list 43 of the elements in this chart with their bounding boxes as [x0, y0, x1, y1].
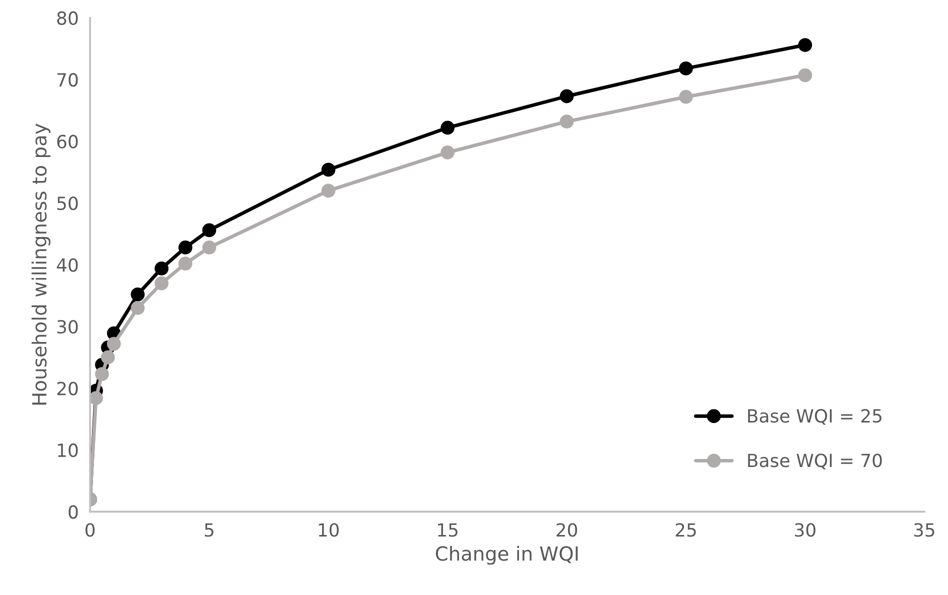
- y-tick-label: 0: [68, 505, 78, 519]
- y-tick-label: 50: [57, 196, 78, 210]
- y-tick-label: 80: [57, 11, 78, 25]
- point: [321, 162, 336, 177]
- x-tick-label: 15: [438, 523, 458, 537]
- x-tick-label: 25: [676, 523, 696, 537]
- point: [154, 262, 169, 276]
- point: [90, 391, 103, 406]
- x-tick-label: 0: [86, 523, 95, 537]
- point: [440, 120, 455, 135]
- point: [130, 287, 145, 302]
- point: [154, 276, 169, 290]
- y-tick-label: 40: [56, 258, 78, 272]
- point: [679, 90, 693, 104]
- x-tick-label: 20: [556, 523, 578, 537]
- point: [130, 301, 145, 315]
- y-tick-label: 20: [57, 382, 78, 396]
- legend-label: Base WQI = 25: [748, 409, 882, 425]
- x-tick-label: 5: [204, 523, 214, 537]
- y-axis-title: Household willingness to pay: [32, 124, 50, 405]
- point: [321, 184, 336, 198]
- point: [202, 240, 216, 254]
- point: [95, 367, 109, 381]
- y-tick-label: 60: [57, 134, 78, 148]
- point: [178, 256, 192, 270]
- point: [100, 350, 115, 364]
- point: [679, 62, 693, 76]
- y-tick-label: 10: [58, 443, 78, 458]
- x-tick-label: 30: [795, 523, 816, 537]
- point: [440, 145, 455, 160]
- y-tick-label: 30: [57, 320, 78, 334]
- point: [798, 38, 812, 52]
- y-tick-label: 70: [57, 73, 78, 87]
- point: [560, 114, 574, 129]
- point: [106, 336, 121, 351]
- point: [560, 89, 574, 104]
- x-tick-label: 10: [318, 523, 339, 537]
- x-axis-title: Change in WQI: [436, 546, 578, 565]
- point: [202, 223, 216, 238]
- point: [798, 68, 812, 82]
- x-tick-label: 35: [914, 523, 934, 537]
- point: [178, 240, 192, 254]
- legend-label: Base WQI = 70: [748, 454, 882, 470]
